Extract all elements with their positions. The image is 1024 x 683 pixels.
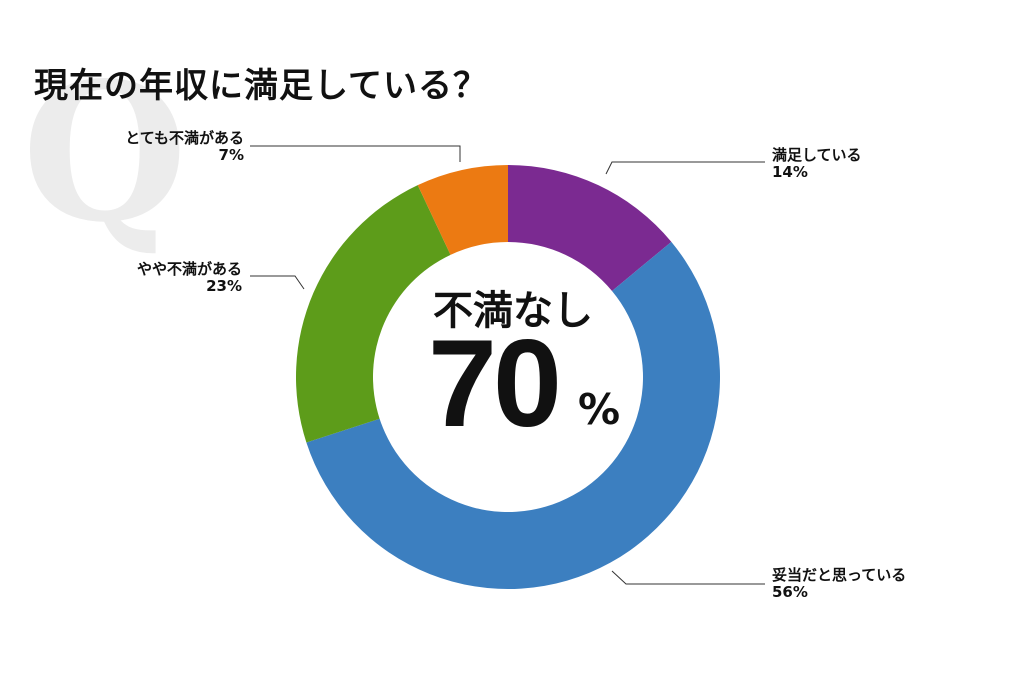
label-very-dissatisfied: とても不満がある 7%	[125, 130, 244, 164]
center-unit: %	[578, 385, 621, 434]
label-somewhat-dissatisfied-name: やや不満がある	[136, 260, 242, 278]
leader-satisfied	[605, 161, 765, 175]
leader-very-dissatisfied	[250, 145, 461, 162]
label-somewhat-dissatisfied: やや不満がある 23%	[137, 261, 242, 295]
leader-somewhat-dissatisfied	[250, 275, 305, 290]
label-somewhat-dissatisfied-value: 23%	[206, 277, 242, 295]
label-satisfied: 満足している 14%	[772, 147, 862, 181]
slice-satisfied	[508, 165, 672, 291]
label-reasonable-value: 56%	[772, 583, 808, 601]
label-reasonable: 妥当だと思っている 56%	[772, 567, 906, 601]
label-very-dissatisfied-name: とても不満がある	[125, 129, 244, 147]
label-reasonable-name: 妥当だと思っている	[772, 566, 907, 584]
label-very-dissatisfied-value: 7%	[218, 146, 244, 164]
label-satisfied-name: 満足している	[772, 146, 862, 164]
slice-very-dissatisfied	[417, 165, 508, 255]
center-value: 70	[428, 315, 562, 453]
slice-reasonable	[306, 241, 721, 590]
center-caption: 不満なし	[433, 288, 593, 334]
label-satisfied-value: 14%	[772, 163, 808, 181]
leader-reasonable	[611, 570, 765, 585]
slice-somewhat-dissatisfied	[295, 185, 451, 443]
q-watermark: Q	[22, 41, 188, 264]
page-title: 現在の年収に満足している？	[34, 66, 488, 106]
